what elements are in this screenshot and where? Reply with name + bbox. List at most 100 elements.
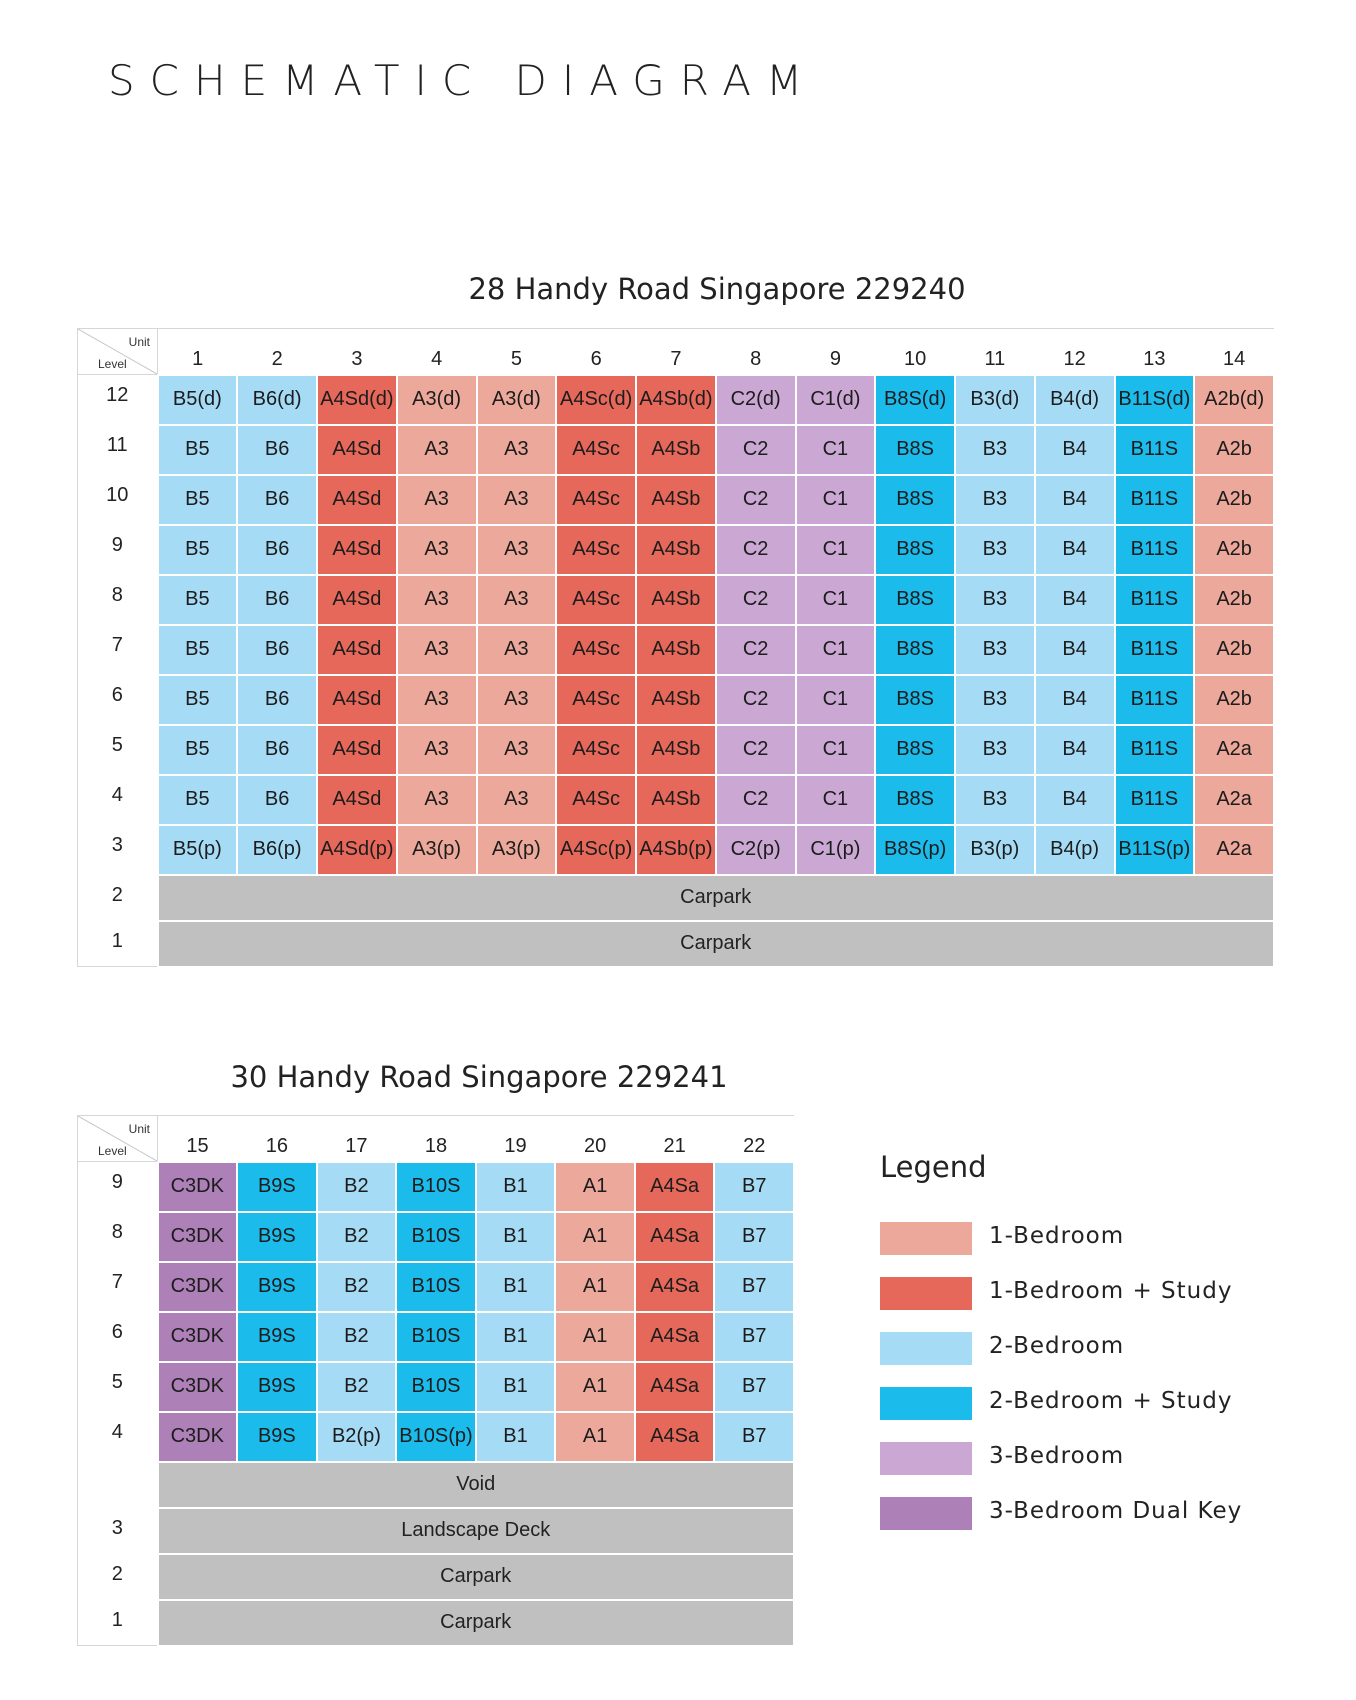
unit-cell[interactable]: A3 <box>395 623 478 676</box>
unit-cell[interactable]: C2 <box>714 523 797 576</box>
unit-cell[interactable]: A4Sd <box>316 723 398 776</box>
unit-cell[interactable]: C1 <box>794 673 877 726</box>
unit-cell[interactable]: B6 <box>236 673 318 726</box>
unit-cell[interactable]: A3 <box>475 523 558 576</box>
unit-cell[interactable]: B1 <box>474 1410 557 1463</box>
unit-cell[interactable]: C1(d) <box>794 373 877 426</box>
unit-cell[interactable]: A3(d) <box>395 373 478 426</box>
unit-cell[interactable]: B2(p) <box>315 1410 398 1463</box>
unit-cell[interactable]: A4Sc <box>555 623 637 676</box>
unit-cell[interactable]: A3 <box>395 423 478 476</box>
unit-cell[interactable]: B11S <box>1113 623 1196 676</box>
unit-cell[interactable]: B3 <box>954 573 1036 626</box>
unit-cell[interactable]: A4Sd(p) <box>316 823 398 876</box>
unit-cell[interactable]: A2b <box>1193 623 1275 676</box>
unit-cell[interactable]: C2 <box>714 423 797 476</box>
unit-cell[interactable]: A2b(d) <box>1193 373 1275 426</box>
unit-cell[interactable]: B1 <box>474 1160 557 1213</box>
unit-cell[interactable]: B9S <box>236 1310 318 1363</box>
unit-cell[interactable]: A2b <box>1193 473 1275 526</box>
unit-cell[interactable]: A1 <box>554 1160 636 1213</box>
unit-cell[interactable]: B7 <box>713 1160 795 1213</box>
unit-cell[interactable]: C2 <box>714 623 797 676</box>
unit-cell[interactable]: A4Sd <box>316 473 398 526</box>
unit-cell[interactable]: B1 <box>474 1360 557 1413</box>
unit-cell[interactable]: B5 <box>156 473 239 526</box>
unit-cell[interactable]: B8S <box>874 623 956 676</box>
unit-cell[interactable]: A4Sd <box>316 623 398 676</box>
unit-cell[interactable]: B11S <box>1113 723 1196 776</box>
unit-cell[interactable]: A4Sd <box>316 523 398 576</box>
unit-cell[interactable]: A4Sc(p) <box>555 823 637 876</box>
unit-cell[interactable]: B8S <box>874 723 956 776</box>
unit-cell[interactable]: B3 <box>954 423 1036 476</box>
unit-cell[interactable]: B6(p) <box>236 823 318 876</box>
unit-cell[interactable]: A2b <box>1193 523 1275 576</box>
unit-cell[interactable]: A3 <box>475 573 558 626</box>
unit-cell[interactable]: B10S <box>395 1160 477 1213</box>
unit-cell[interactable]: A4Sc <box>555 573 637 626</box>
unit-cell[interactable]: A1 <box>554 1410 636 1463</box>
unit-cell[interactable]: B9S <box>236 1410 318 1463</box>
unit-cell[interactable]: A4Sc <box>555 423 637 476</box>
unit-cell[interactable]: A4Sc(d) <box>555 373 637 426</box>
unit-cell[interactable]: B6 <box>236 473 318 526</box>
unit-cell[interactable]: B5 <box>156 423 239 476</box>
unit-cell[interactable]: A4Sc <box>555 773 637 826</box>
unit-cell[interactable]: C2 <box>714 673 797 726</box>
unit-cell[interactable]: C1 <box>794 623 877 676</box>
unit-cell[interactable]: B1 <box>474 1260 557 1313</box>
unit-cell[interactable]: B5 <box>156 573 239 626</box>
unit-cell[interactable]: A4Sb <box>635 473 717 526</box>
unit-cell[interactable]: B4 <box>1033 423 1116 476</box>
unit-cell[interactable]: B8S(d) <box>874 373 956 426</box>
unit-cell[interactable]: B7 <box>713 1260 795 1313</box>
unit-cell[interactable]: B8S <box>874 423 956 476</box>
unit-cell[interactable]: A4Sa <box>633 1360 716 1413</box>
unit-cell[interactable]: A2b <box>1193 423 1275 476</box>
unit-cell[interactable]: B6 <box>236 423 318 476</box>
unit-cell[interactable]: B4 <box>1033 573 1116 626</box>
unit-cell[interactable]: A3 <box>395 773 478 826</box>
unit-cell[interactable]: B11S <box>1113 673 1196 726</box>
unit-cell[interactable]: A3 <box>475 773 558 826</box>
unit-cell[interactable]: C1 <box>794 523 877 576</box>
unit-cell[interactable]: B10S <box>395 1260 477 1313</box>
unit-cell[interactable]: B7 <box>713 1360 795 1413</box>
unit-cell[interactable]: A4Sa <box>633 1310 716 1363</box>
unit-cell[interactable]: B5 <box>156 723 239 776</box>
unit-cell[interactable]: C3DK <box>156 1160 239 1213</box>
unit-cell[interactable]: A4Sb <box>635 623 717 676</box>
unit-cell[interactable]: A2a <box>1193 773 1275 826</box>
unit-cell[interactable]: A4Sb(p) <box>635 823 717 876</box>
unit-cell[interactable]: B4(d) <box>1033 373 1116 426</box>
unit-cell[interactable]: B6 <box>236 773 318 826</box>
unit-cell[interactable]: C1 <box>794 473 877 526</box>
unit-cell[interactable]: B8S <box>874 473 956 526</box>
unit-cell[interactable]: B11S <box>1113 423 1196 476</box>
unit-cell[interactable]: B3(p) <box>954 823 1036 876</box>
unit-cell[interactable]: A2a <box>1193 823 1275 876</box>
unit-cell[interactable]: C3DK <box>156 1310 239 1363</box>
unit-cell[interactable]: B5 <box>156 673 239 726</box>
unit-cell[interactable]: B10S(p) <box>395 1410 477 1463</box>
unit-cell[interactable]: C1 <box>794 773 877 826</box>
unit-cell[interactable]: C2(p) <box>714 823 797 876</box>
unit-cell[interactable]: C2 <box>714 573 797 626</box>
unit-cell[interactable]: B11S <box>1113 473 1196 526</box>
unit-cell[interactable]: B3(d) <box>954 373 1036 426</box>
unit-cell[interactable]: B8S <box>874 573 956 626</box>
unit-cell[interactable]: C3DK <box>156 1210 239 1263</box>
unit-cell[interactable]: B2 <box>315 1260 398 1313</box>
unit-cell[interactable]: A3(p) <box>395 823 478 876</box>
unit-cell[interactable]: B3 <box>954 723 1036 776</box>
unit-cell[interactable]: B8S(p) <box>874 823 956 876</box>
unit-cell[interactable]: B8S <box>874 673 956 726</box>
unit-cell[interactable]: B2 <box>315 1360 398 1413</box>
unit-cell[interactable]: B2 <box>315 1210 398 1263</box>
unit-cell[interactable]: A4Sb(d) <box>635 373 717 426</box>
unit-cell[interactable]: A3 <box>475 723 558 776</box>
unit-cell[interactable]: B1 <box>474 1310 557 1363</box>
unit-cell[interactable]: A4Sc <box>555 723 637 776</box>
unit-cell[interactable]: A4Sd(d) <box>316 373 398 426</box>
